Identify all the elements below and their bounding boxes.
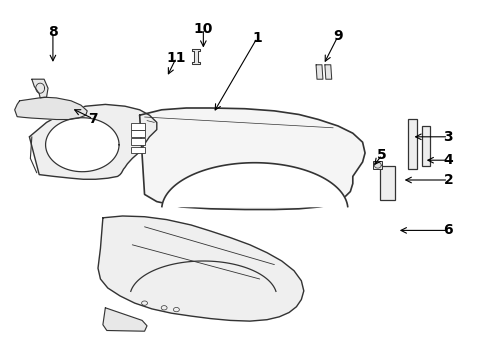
Polygon shape	[103, 308, 147, 331]
Text: 3: 3	[443, 130, 453, 144]
Bar	[408, 119, 416, 169]
Bar	[131, 123, 145, 130]
Polygon shape	[140, 108, 365, 210]
Polygon shape	[15, 97, 87, 120]
Polygon shape	[32, 79, 48, 98]
Text: 6: 6	[443, 224, 453, 237]
Bar	[373, 161, 382, 169]
Text: 4: 4	[443, 153, 453, 167]
Bar	[131, 138, 145, 145]
Text: 11: 11	[167, 51, 186, 64]
Bar	[422, 126, 430, 166]
Text: 2: 2	[443, 173, 453, 187]
Polygon shape	[46, 118, 119, 172]
Text: 10: 10	[194, 22, 213, 36]
Text: 7: 7	[88, 112, 98, 126]
Polygon shape	[192, 49, 200, 64]
Polygon shape	[162, 163, 348, 207]
Text: 1: 1	[252, 31, 262, 45]
Text: 8: 8	[48, 26, 58, 39]
Polygon shape	[98, 216, 304, 321]
Text: 5: 5	[377, 148, 387, 162]
Bar	[131, 147, 145, 153]
Polygon shape	[29, 104, 157, 179]
Bar	[131, 130, 145, 137]
Polygon shape	[325, 65, 332, 79]
Bar	[380, 166, 395, 200]
Text: 9: 9	[333, 29, 343, 43]
Polygon shape	[316, 65, 323, 79]
